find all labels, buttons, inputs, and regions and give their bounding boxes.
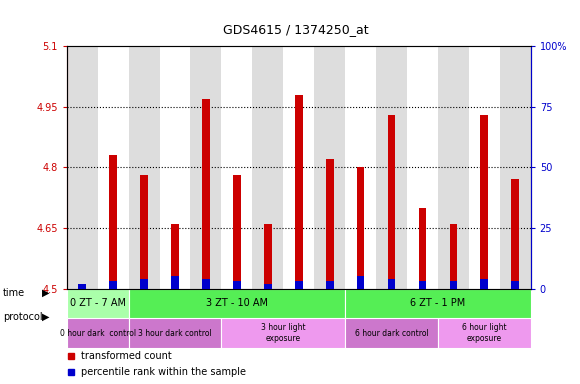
Text: GDS4615 / 1374250_at: GDS4615 / 1374250_at xyxy=(223,23,369,36)
Bar xyxy=(480,115,488,288)
Bar xyxy=(345,318,438,348)
Bar xyxy=(233,281,241,288)
Bar xyxy=(419,281,426,288)
Text: protocol: protocol xyxy=(3,312,42,322)
Bar xyxy=(202,99,210,288)
Bar xyxy=(450,224,457,288)
Bar xyxy=(97,46,129,288)
Bar xyxy=(345,288,531,318)
Text: transformed count: transformed count xyxy=(81,351,171,361)
Bar xyxy=(67,46,97,288)
Text: 3 ZT - 10 AM: 3 ZT - 10 AM xyxy=(206,298,268,308)
Text: ▶: ▶ xyxy=(42,312,49,322)
Bar xyxy=(171,276,179,288)
Bar xyxy=(480,279,488,288)
Bar xyxy=(109,281,117,288)
Text: 6 ZT - 1 PM: 6 ZT - 1 PM xyxy=(410,298,466,308)
Bar xyxy=(171,224,179,288)
Bar xyxy=(78,284,86,288)
Bar xyxy=(450,281,457,288)
Text: 3 hour dark control: 3 hour dark control xyxy=(138,328,212,338)
Bar xyxy=(67,318,129,348)
Bar xyxy=(387,279,396,288)
Bar xyxy=(140,279,148,288)
Bar xyxy=(129,288,345,318)
Bar xyxy=(140,175,148,288)
Bar xyxy=(160,46,190,288)
Bar xyxy=(387,115,396,288)
Bar xyxy=(283,46,314,288)
Bar xyxy=(78,285,86,288)
Bar xyxy=(129,318,222,348)
Text: 6 hour dark control: 6 hour dark control xyxy=(354,328,429,338)
Bar xyxy=(67,288,129,318)
Bar xyxy=(314,46,345,288)
Text: 0 hour dark  control: 0 hour dark control xyxy=(60,328,136,338)
Bar xyxy=(407,46,438,288)
Text: ▶: ▶ xyxy=(42,288,49,298)
Bar xyxy=(326,159,334,288)
Bar xyxy=(357,276,364,288)
Text: time: time xyxy=(3,288,25,298)
Text: 3 hour light
exposure: 3 hour light exposure xyxy=(261,323,306,343)
Bar xyxy=(326,281,334,288)
Bar xyxy=(357,167,364,288)
Bar xyxy=(264,284,271,288)
Bar xyxy=(438,318,531,348)
Bar xyxy=(190,46,222,288)
Bar xyxy=(295,94,303,288)
Bar xyxy=(512,179,519,288)
Bar xyxy=(419,208,426,288)
Bar xyxy=(345,46,376,288)
Bar xyxy=(252,46,283,288)
Bar xyxy=(469,46,500,288)
Text: 6 hour light
exposure: 6 hour light exposure xyxy=(462,323,506,343)
Bar xyxy=(295,281,303,288)
Bar xyxy=(264,224,271,288)
Bar xyxy=(233,175,241,288)
Bar xyxy=(202,279,210,288)
Bar xyxy=(512,281,519,288)
Bar xyxy=(376,46,407,288)
Text: percentile rank within the sample: percentile rank within the sample xyxy=(81,367,245,377)
Text: 0 ZT - 7 AM: 0 ZT - 7 AM xyxy=(70,298,126,308)
Bar xyxy=(129,46,160,288)
Bar xyxy=(109,155,117,288)
Bar xyxy=(222,46,252,288)
Bar xyxy=(500,46,531,288)
Bar xyxy=(222,318,345,348)
Bar xyxy=(438,46,469,288)
